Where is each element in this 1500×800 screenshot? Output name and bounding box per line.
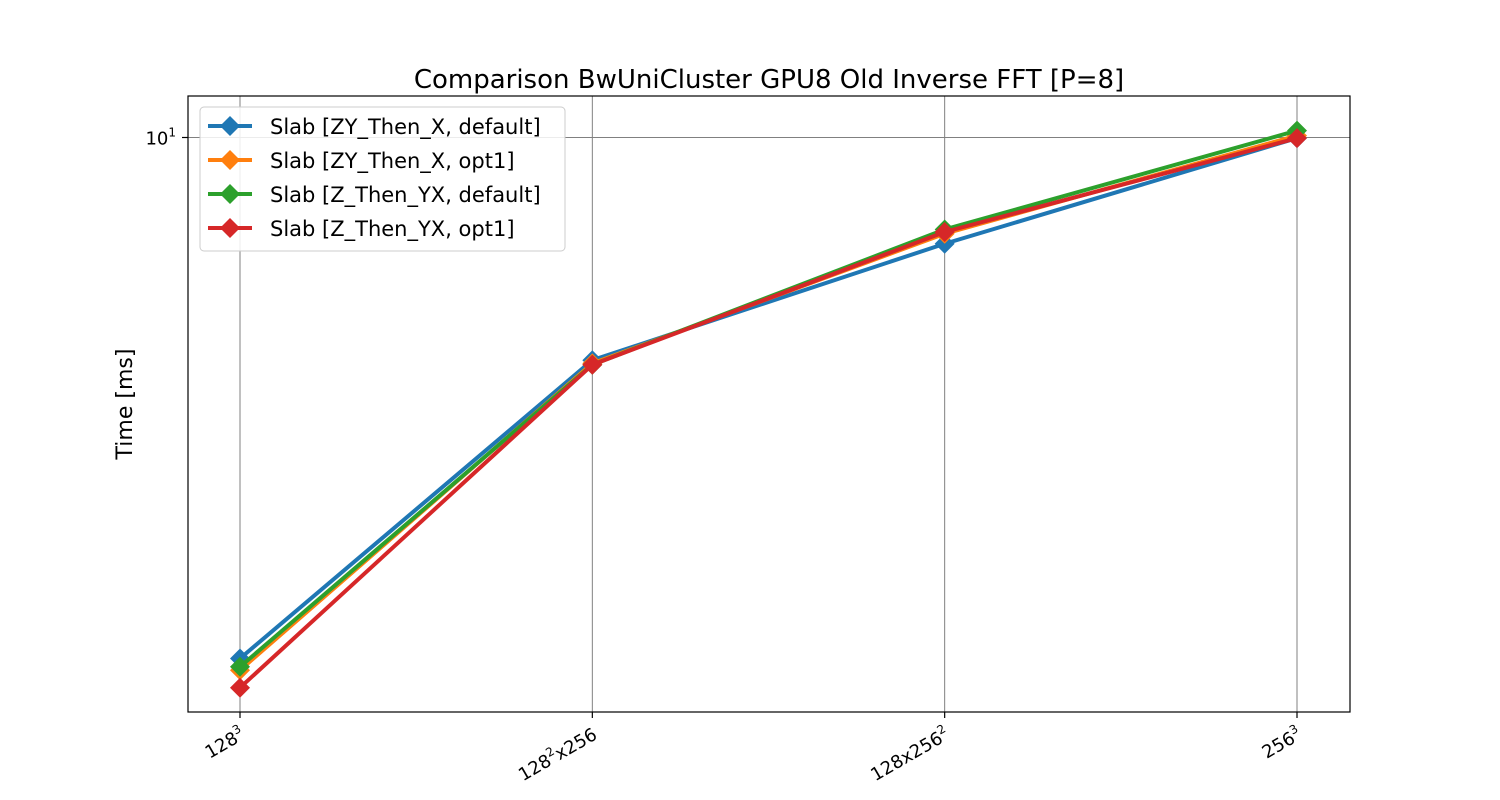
legend-item: Slab [ZY_Then_X, default] (208, 115, 541, 140)
y-tick-label: 101 (145, 125, 176, 149)
series-line (238, 136, 1298, 661)
y-tick-label-exponent: 1 (168, 125, 176, 139)
chart-title: Comparison BwUniCluster GPU8 Old Inverse… (414, 65, 1124, 95)
legend-label: Slab [ZY_Then_X, default] (270, 115, 541, 140)
series-4 (230, 128, 1307, 698)
series-point (934, 222, 955, 243)
y-axis-label: Time [ms] (113, 349, 138, 461)
legend-label: Slab [Z_Then_YX, default] (270, 183, 541, 208)
series-point (1287, 128, 1307, 149)
y-tick-label-base: 10 (145, 128, 168, 149)
series-point (230, 656, 250, 677)
legend-item: Slab [Z_Then_YX, opt1] (208, 217, 515, 242)
legend-marker (220, 150, 240, 170)
plot-frame (187, 95, 1351, 713)
legend-marker (220, 218, 240, 238)
legend-marker (220, 116, 240, 136)
series-point (582, 354, 603, 375)
y-axis-ticks: 101 (145, 125, 188, 149)
legend-label: Slab [Z_Then_YX, opt1] (270, 217, 515, 242)
legend: Slab [ZY_Then_X, default] Slab [ZY_Then_X… (199, 106, 566, 252)
legend-item: Slab [Z_Then_YX, default] (208, 183, 541, 208)
legend-box (199, 106, 566, 252)
series-line (238, 136, 1298, 690)
legend-label: Slab [ZY_Then_X, opt1] (270, 149, 515, 174)
legend-item: Slab [ZY_Then_X, opt1] (208, 149, 515, 174)
legend-marker (220, 184, 240, 204)
series-point (230, 677, 250, 698)
series-layer (230, 120, 1307, 698)
series-point (934, 233, 955, 254)
